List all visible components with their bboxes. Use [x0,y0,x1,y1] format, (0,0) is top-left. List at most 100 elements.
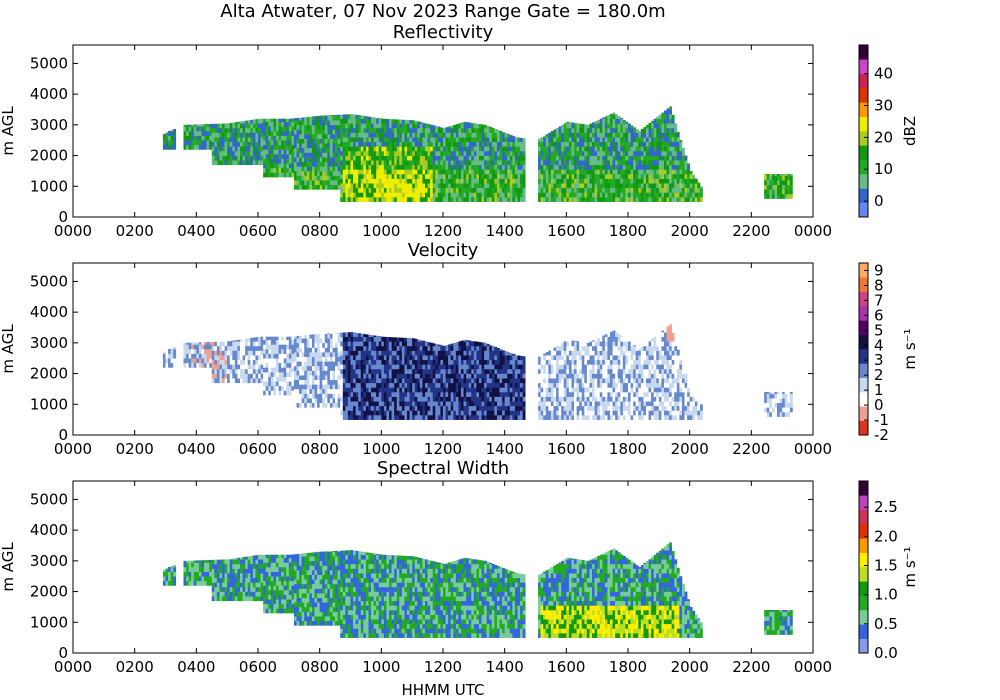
heatmap-cell [427,392,431,397]
heatmap-cell [270,131,274,136]
heatmap-cell [658,164,662,170]
heatmap-cell [471,155,475,161]
heatmap-cell [273,381,277,387]
heatmap-cell [275,381,279,387]
heatmap-cell [574,137,577,143]
heatmap-cell [240,339,243,342]
heatmap-cell [263,376,267,382]
heatmap-cell [234,341,238,347]
heatmap-cell [445,127,449,129]
heatmap-cell [381,155,385,161]
heatmap-cell [543,164,547,170]
heatmap-cell [540,164,544,170]
heatmap-cell [445,197,449,202]
heatmap-cell [676,155,680,161]
heatmap-cell [342,118,346,124]
heatmap-cell [386,192,390,198]
heatmap-cell [512,146,516,152]
heatmap-cell [211,137,215,143]
heatmap-cell [255,119,259,124]
heatmap-cell [329,365,333,371]
heatmap-cell [478,387,482,393]
heatmap-cell [579,187,583,193]
heatmap-cell [273,118,277,123]
heatmap-cell [219,160,223,166]
heatmap-cell [371,373,374,379]
heatmap-cell [450,197,454,202]
heatmap-cell [386,345,390,351]
heatmap-cell [486,345,490,351]
heatmap-cell [275,121,279,127]
heatmap-cell [260,364,264,370]
heatmap-cell [522,183,526,189]
heatmap-cell [463,192,467,198]
heatmap-cell [337,365,341,371]
heatmap-cell [360,336,364,342]
heatmap-cell [306,143,310,149]
heatmap-cell [412,368,416,374]
heatmap-cell [409,401,413,407]
heatmap-cell [594,197,598,202]
heatmap-cell [602,164,606,170]
heatmap-cell [412,387,416,393]
heatmap-cell [293,347,297,353]
heatmap-cell [625,141,629,147]
heatmap-cell [661,174,665,179]
heatmap-cell [579,164,583,170]
heatmap-cell [409,387,413,393]
heatmap-cell [304,129,308,135]
heatmap-cell [314,361,318,367]
heatmap-cell [404,187,408,193]
heatmap-cell [301,352,305,357]
heatmap-cell [617,137,621,143]
heatmap-cell [427,197,431,202]
heatmap-cell [386,132,390,138]
heatmap-cell [188,344,192,350]
heatmap-cell [358,150,362,156]
heatmap-cell [466,174,469,179]
heatmap-cell [342,155,346,161]
heatmap-cell [358,359,362,365]
heatmap-cell [443,160,446,166]
heatmap-cell [376,364,380,370]
heatmap-cell [586,155,590,161]
heatmap-cell [486,187,490,193]
heatmap-cell [381,410,385,416]
heatmap-cell [206,126,210,132]
heatmap-cell [299,335,302,339]
heatmap-cell [389,415,392,420]
heatmap-cell [787,189,791,195]
heatmap-cell [484,150,487,156]
heatmap-cell [478,132,482,138]
heatmap-cell [209,140,213,146]
heatmap-cell [430,359,434,365]
heatmap-cell [296,161,300,167]
heatmap-cell [319,152,323,158]
heatmap-cell [476,146,480,152]
heatmap-cell [394,359,398,365]
heatmap-cell [283,140,287,146]
heatmap-cell [360,373,364,379]
heatmap-cell [324,393,328,399]
heatmap-cell [396,359,400,365]
heatmap-cell [229,359,233,365]
heatmap-cell [306,124,310,130]
heatmap-cell [669,114,672,120]
heatmap-cell [496,169,500,175]
heatmap-cell [394,387,398,393]
heatmap-cell [422,150,426,156]
heatmap-cell [612,146,616,152]
heatmap-cell [478,359,482,365]
heatmap-cell [332,138,336,144]
heatmap-cell [311,143,315,149]
heatmap-cell [365,123,369,129]
heatmap-cell [669,118,672,124]
heatmap-cell [329,398,333,404]
heatmap-cell [363,387,367,393]
heatmap-cell [432,373,436,379]
heatmap-cell [538,138,541,143]
heatmap-cell [566,132,570,138]
heatmap-cell [296,402,300,408]
heatmap-cell [625,146,629,152]
